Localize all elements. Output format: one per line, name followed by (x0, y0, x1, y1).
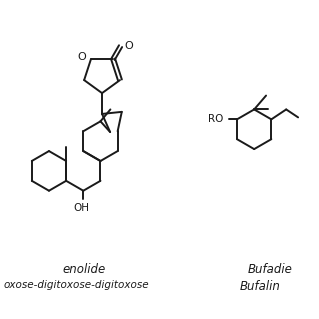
Text: enolide: enolide (63, 263, 106, 276)
Text: Bufalin: Bufalin (239, 280, 280, 293)
Text: O: O (77, 52, 86, 62)
Text: OH: OH (73, 203, 89, 213)
Text: RO: RO (208, 114, 223, 124)
Text: oxose-digitoxose-digitoxose: oxose-digitoxose-digitoxose (4, 280, 149, 290)
Text: Bufadie: Bufadie (247, 263, 292, 276)
Text: O: O (124, 41, 133, 51)
